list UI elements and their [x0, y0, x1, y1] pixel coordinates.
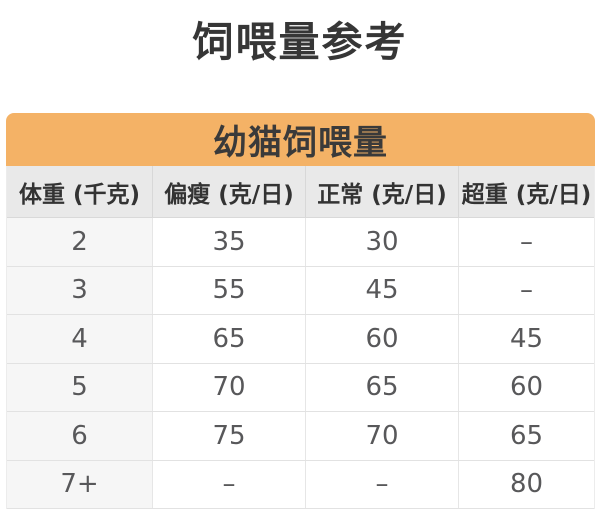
column-header-thin: 偏瘦 (克/日)	[152, 166, 305, 217]
cell-weight: 5	[7, 364, 152, 412]
cell-overweight: 60	[458, 364, 594, 412]
column-header-overweight: 超重 (克/日)	[458, 166, 594, 217]
page-title: 饲喂量参考	[0, 18, 600, 66]
cell-thin: 35	[152, 218, 305, 266]
table-row: 3 55 45 –	[7, 267, 594, 316]
cell-thin: 65	[152, 315, 305, 363]
cell-normal: 30	[305, 218, 458, 266]
column-header-weight: 体重 (千克)	[7, 166, 152, 217]
table-row: 4 65 60 45	[7, 315, 594, 364]
cell-overweight: 45	[458, 315, 594, 363]
cell-thin: –	[152, 461, 305, 509]
table-row: 2 35 30 –	[7, 218, 594, 267]
cell-thin: 55	[152, 267, 305, 315]
table-row: 5 70 65 60	[7, 364, 594, 413]
table-body: 体重 (千克) 偏瘦 (克/日) 正常 (克/日) 超重 (克/日) 2 35 …	[6, 166, 595, 509]
table-header-row: 体重 (千克) 偏瘦 (克/日) 正常 (克/日) 超重 (克/日)	[7, 166, 594, 218]
cell-overweight: 65	[458, 412, 594, 460]
cell-weight: 6	[7, 412, 152, 460]
cell-overweight: –	[458, 267, 594, 315]
table-title: 幼猫饲喂量	[213, 115, 388, 164]
table-title-band: 幼猫饲喂量	[6, 113, 595, 166]
feeding-table: 幼猫饲喂量 体重 (千克) 偏瘦 (克/日) 正常 (克/日) 超重 (克/日)…	[6, 113, 595, 509]
cell-thin: 75	[152, 412, 305, 460]
cell-overweight: –	[458, 218, 594, 266]
cell-normal: –	[305, 461, 458, 509]
table-row: 7+ – – 80	[7, 461, 594, 509]
cell-weight: 4	[7, 315, 152, 363]
cell-normal: 65	[305, 364, 458, 412]
cell-thin: 70	[152, 364, 305, 412]
cell-normal: 45	[305, 267, 458, 315]
cell-normal: 60	[305, 315, 458, 363]
column-header-normal: 正常 (克/日)	[305, 166, 458, 217]
cell-overweight: 80	[458, 461, 594, 509]
cell-normal: 70	[305, 412, 458, 460]
table-row: 6 75 70 65	[7, 412, 594, 461]
cell-weight: 3	[7, 267, 152, 315]
cell-weight: 2	[7, 218, 152, 266]
cell-weight: 7+	[7, 461, 152, 509]
